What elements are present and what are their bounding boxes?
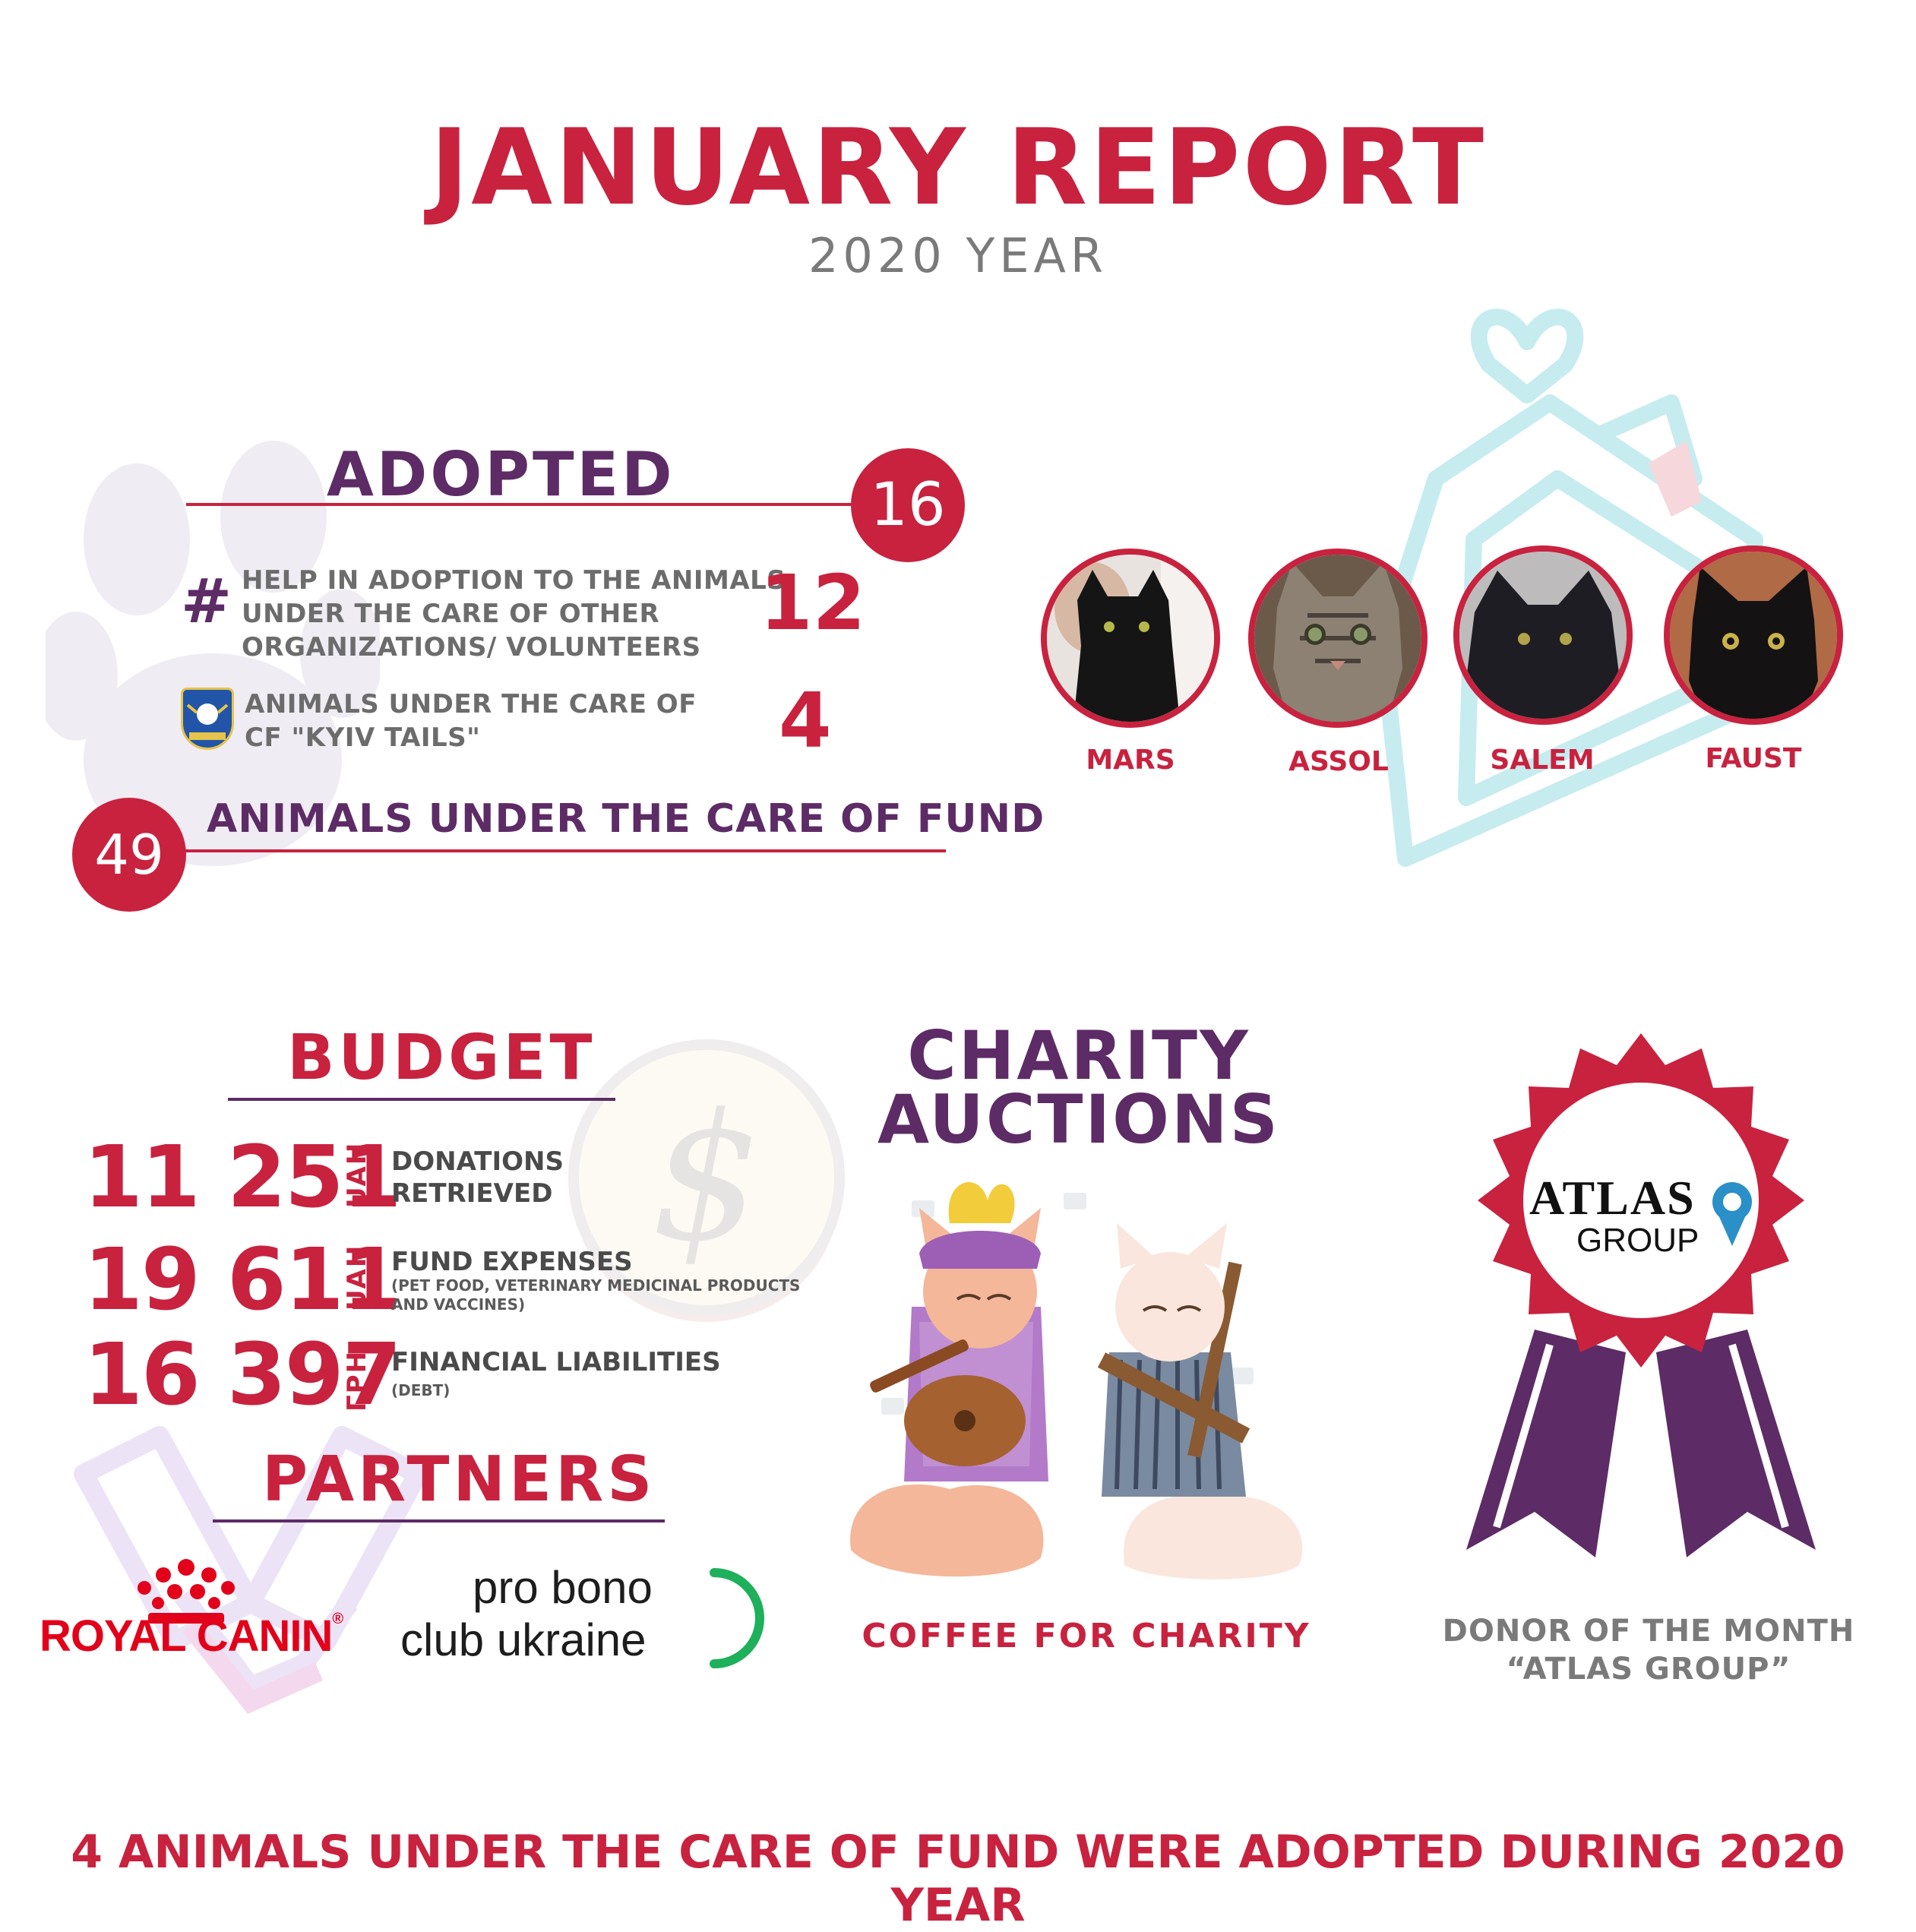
svg-text:$: $: [651, 1077, 762, 1280]
budget-label-donations: DONATIONS RETRIEVED: [391, 1146, 564, 1209]
budget-heading: BUDGET: [287, 1022, 596, 1094]
donor-caption: DONOR OF THE MONTH “ATLAS GROUP”: [1442, 1614, 1855, 1687]
adopted-total-badge: 16: [851, 448, 965, 562]
kyiv-tails-logo-icon: [181, 688, 234, 750]
fund-count-badge: 49: [72, 798, 186, 912]
royal-canin-wordmark: ROYAL CANIN®: [40, 1611, 343, 1661]
budget-unit-expenses: UAH: [342, 1244, 372, 1311]
crown-icon: [138, 1559, 235, 1624]
budget-sub-expenses: (PET FOOD, VETERINARY MEDICINAL PRODUCTS…: [391, 1276, 801, 1314]
pro-bono-line-1: pro bono: [473, 1562, 653, 1613]
budget-amount-liabilities: 16 397: [84, 1326, 402, 1424]
minstrel-cats-illustration-icon: [850, 1182, 1303, 1579]
fund-label: ANIMALS UNDER THE CARE OF FUND: [207, 796, 1045, 842]
budget-sub-liabilities: (DEBT): [391, 1381, 451, 1399]
page-subtitle: 2020 YEAR: [808, 228, 1108, 283]
pro-bono-line-2: club ukraine: [400, 1614, 647, 1665]
cat-name-salem: SALEM: [1490, 745, 1595, 776]
partners-underline: [213, 1519, 665, 1523]
budget-label-liabilities: FINANCIAL LIABILITIES: [391, 1347, 721, 1377]
charity-caption: COFFEE FOR CHARITY: [862, 1617, 1311, 1655]
budget-underline: [228, 1098, 615, 1101]
adopted-row-1-label: HELP IN ADOPTION TO THE ANIMALS UNDER TH…: [242, 565, 786, 662]
footer-summary: 4 ANIMALS UNDER THE CARE OF FUND WERE AD…: [71, 1826, 1845, 1932]
budget-unit-liabilities: ГРН.: [342, 1339, 372, 1412]
hash-icon: #: [181, 566, 232, 637]
fund-underline: [182, 849, 946, 852]
award-rosette-icon: [1466, 1033, 1816, 1557]
adopted-underline: [186, 503, 855, 506]
budget-label-expenses: FUND EXPENSES: [391, 1247, 633, 1277]
charity-heading: CHARITY AUCTIONS: [877, 1017, 1281, 1159]
cat-photo-mars: [1041, 549, 1220, 728]
adopted-row-2-label: ANIMALS UNDER THE CARE OF CF "KYIV TAILS…: [245, 689, 697, 753]
cat-photo-salem: [1453, 545, 1633, 725]
cat-name-faust: FAUST: [1705, 743, 1802, 774]
cat-name-assol: ASSOL: [1288, 746, 1389, 777]
adopted-row-2-value: 4: [779, 676, 832, 765]
atlas-logo-line-2: GROUP: [1576, 1222, 1699, 1259]
adopted-row-1-value: 12: [760, 558, 866, 647]
budget-amount-expenses: 19 611: [84, 1231, 402, 1330]
adopted-heading: ADOPTED: [327, 439, 675, 510]
partners-heading: PARTNERS: [262, 1443, 656, 1516]
budget-amount-donations: 11 251: [84, 1128, 402, 1227]
cat-name-mars: MARS: [1086, 745, 1175, 776]
page-title: JANUARY REPORT: [429, 106, 1487, 229]
cat-photo-assol: [1248, 549, 1428, 728]
atlas-logo-line-1: ATLAS: [1529, 1171, 1696, 1225]
cat-photo-faust: [1664, 545, 1843, 725]
budget-unit-donations: UAH: [342, 1141, 372, 1208]
coin-dollar-icon: $: [568, 1039, 845, 1322]
arc-icon: [710, 1568, 764, 1668]
